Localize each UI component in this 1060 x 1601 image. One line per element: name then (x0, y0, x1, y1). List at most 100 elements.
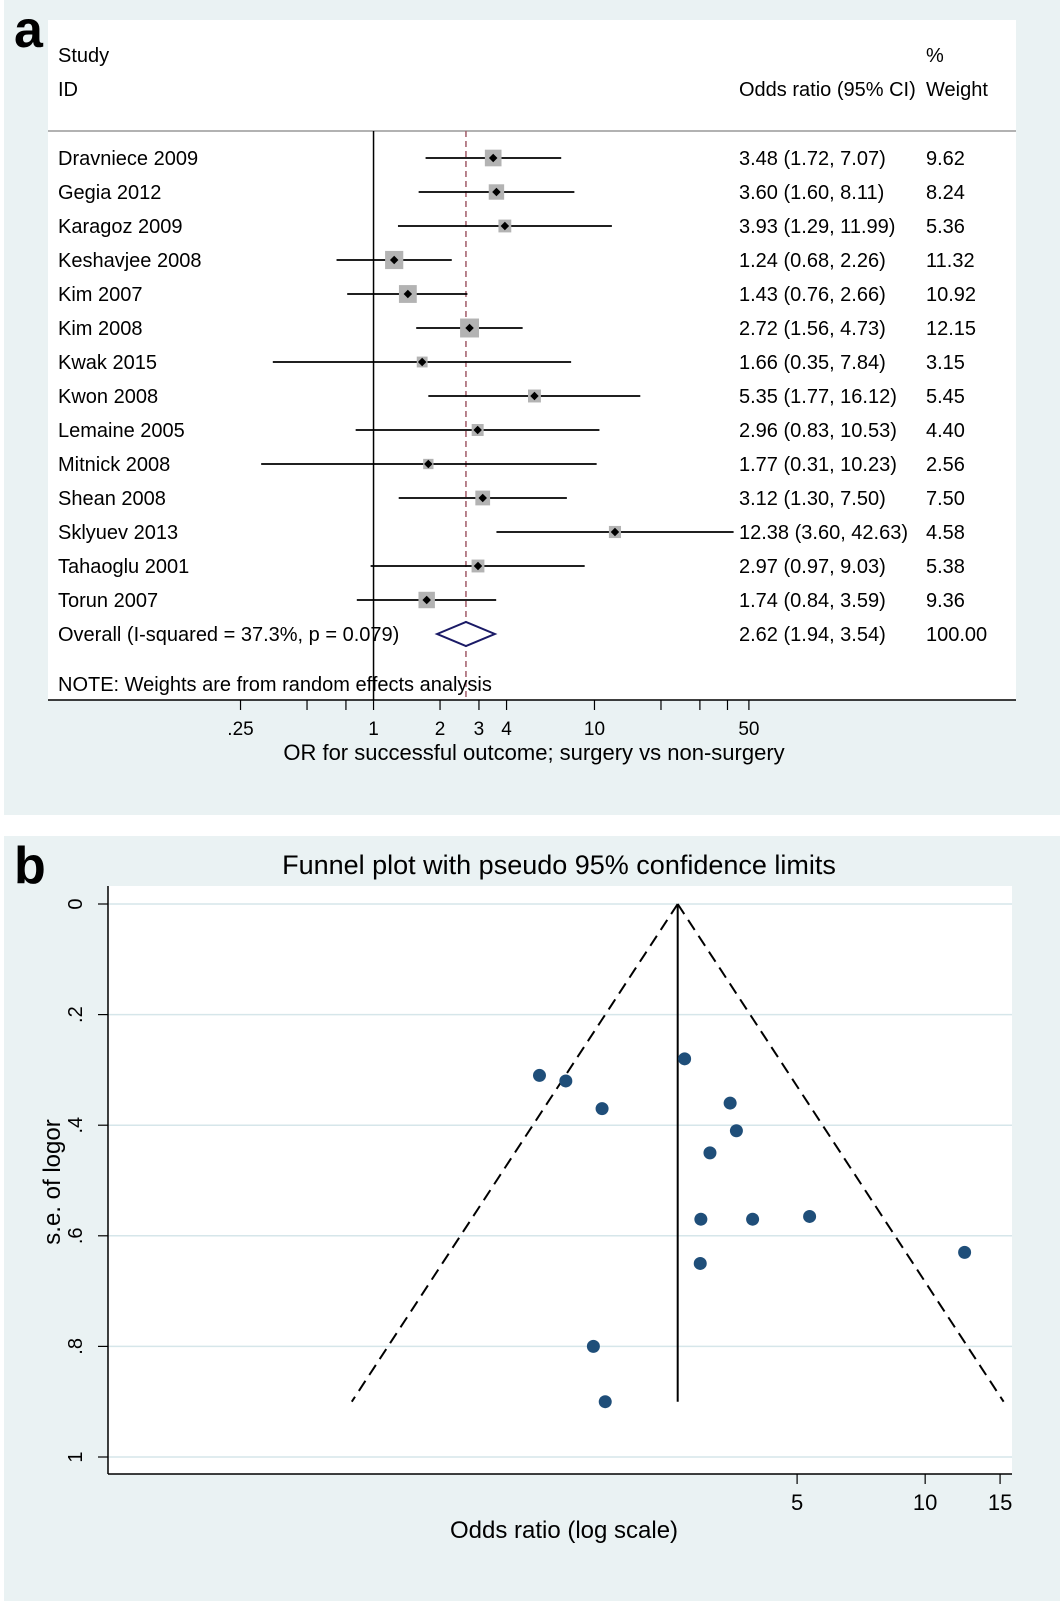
x-tick-label: 1 (368, 719, 379, 740)
header-study: Study (58, 45, 109, 67)
chart-title: Funnel plot with pseudo 95% confidence l… (282, 850, 836, 880)
plot-area (108, 886, 1012, 1474)
y-tick-label: .2 (65, 1006, 87, 1023)
x-tick-label: 10 (584, 719, 605, 740)
header-percent: % (926, 45, 944, 67)
x-tick-label: 5 (791, 1490, 803, 1515)
x-axis-label: OR for successful outcome; surgery vs no… (283, 740, 784, 765)
forest-plot-svg: Study ID Odds ratio (95% CI)% Weight Dravnie… (48, 20, 1016, 765)
point-estimate (465, 323, 474, 333)
odds-ratio-value: 1.24 (0.68, 2.26) (739, 250, 886, 272)
weight-value: 9.36 (926, 590, 965, 612)
panel-label-b: b (14, 837, 46, 895)
weights-note: NOTE: Weights are from random effects an… (58, 674, 492, 696)
y-axis-label: s.e. of logor (39, 1119, 66, 1244)
study-point (532, 1068, 546, 1082)
overall-weight: 100.00 (926, 624, 987, 646)
point-estimate (417, 357, 427, 367)
plot-area (48, 20, 1016, 700)
study-point (598, 1395, 612, 1409)
study-label: Sklyuev 2013 (58, 522, 178, 544)
point-estimate (473, 425, 482, 435)
panel-label-a: a (14, 1, 43, 59)
weight-value: 2.56 (926, 454, 965, 476)
x-tick-label: 4 (501, 719, 512, 740)
study-point (703, 1146, 717, 1160)
study-label: Karagoz 2009 (58, 216, 183, 238)
study-label: Torun 2007 (58, 590, 158, 612)
weight-value: 3.15 (926, 352, 965, 374)
weight-value: 11.32 (926, 250, 975, 272)
point-estimate (610, 527, 620, 537)
study-point (694, 1212, 708, 1226)
point-estimate (422, 595, 431, 605)
overall-label: Overall (I-squared = 37.3%, p = 0.079) (58, 624, 399, 646)
x-tick-label: 3 (474, 719, 485, 740)
study-point (595, 1102, 609, 1116)
overall-odds-ratio: 2.62 (1.94, 3.54) (739, 624, 886, 646)
odds-ratio-value: 5.35 (1.77, 16.12) (739, 386, 897, 408)
weight-value: 9.62 (926, 148, 965, 170)
weight-value: 8.24 (926, 182, 965, 204)
x-axis-label: Odds ratio (log scale) (450, 1517, 678, 1544)
lower-confidence-limit (350, 903, 679, 1403)
header-weight: Weight (926, 79, 988, 101)
weight-value: 10.92 (926, 284, 976, 306)
odds-ratio-value: 3.93 (1.29, 11.99) (739, 216, 895, 238)
point-estimate (530, 391, 539, 401)
y-tick-label: .6 (65, 1227, 87, 1244)
upper-confidence-limit (676, 903, 1005, 1403)
x-tick-label: 10 (913, 1490, 937, 1515)
odds-ratio-value: 1.74 (0.84, 3.59) (739, 590, 886, 612)
odds-ratio-value: 3.60 (1.60, 8.11) (739, 182, 884, 204)
study-point (803, 1209, 817, 1223)
study-point (678, 1052, 692, 1066)
funnel-plot-panel: b Funnel plot with pseudo 95% confidence… (4, 836, 1060, 1601)
study-label: Gegia 2012 (58, 182, 161, 204)
study-point (693, 1256, 707, 1270)
study-label: Shean 2008 (58, 488, 166, 510)
weight-value: 7.50 (926, 488, 965, 510)
study-point (723, 1096, 737, 1110)
header-odds-ratio: Odds ratio (95% CI) (739, 79, 916, 101)
point-estimate (389, 255, 399, 265)
odds-ratio-value: 2.72 (1.56, 4.73) (739, 318, 886, 340)
point-estimate (424, 459, 433, 469)
odds-ratio-value: 1.77 (0.31, 10.23) (739, 454, 897, 476)
study-point (958, 1245, 972, 1259)
odds-ratio-value: 12.38 (3.60, 42.63) (739, 522, 908, 544)
point-estimate (488, 153, 498, 163)
header-id: ID (58, 79, 78, 101)
odds-ratio-value: 3.48 (1.72, 7.07) (739, 148, 886, 170)
odds-ratio-value: 3.12 (1.30, 7.50) (739, 488, 886, 510)
study-label: Tahaoglu 2001 (58, 556, 189, 578)
study-label: Kwon 2008 (58, 386, 158, 408)
weight-value: 5.36 (926, 216, 965, 238)
study-label: Kim 2008 (58, 318, 143, 340)
y-tick-label: 1 (65, 1451, 87, 1462)
study-point (729, 1124, 743, 1138)
funnel-plot-svg: Funnel plot with pseudo 95% confidence l… (39, 850, 1012, 1544)
y-tick-label: .4 (65, 1117, 87, 1134)
study-point (559, 1074, 573, 1088)
overall-diamond (434, 620, 498, 648)
forest-plot-panel: a Study ID Odds ratio (95% CI)% Weight Dravn… (4, 0, 1060, 815)
weight-value: 5.38 (926, 556, 965, 578)
point-estimate (403, 289, 413, 299)
point-estimate (492, 187, 501, 197)
x-tick-label: 15 (988, 1490, 1012, 1515)
point-estimate (500, 221, 510, 231)
study-label: Dravniece 2009 (58, 148, 198, 170)
study-point (746, 1212, 760, 1226)
weight-value: 12.15 (926, 318, 976, 340)
point-estimate (473, 561, 483, 571)
y-tick-label: .8 (65, 1338, 87, 1355)
point-estimate (478, 493, 487, 503)
study-label: Kwak 2015 (58, 352, 157, 374)
x-tick-label: 50 (738, 719, 759, 740)
odds-ratio-value: 2.96 (0.83, 10.53) (739, 420, 897, 442)
study-label: Mitnick 2008 (58, 454, 170, 476)
study-label: Lemaine 2005 (58, 420, 185, 442)
weight-value: 4.58 (926, 522, 965, 544)
x-tick-label: .25 (227, 719, 253, 740)
